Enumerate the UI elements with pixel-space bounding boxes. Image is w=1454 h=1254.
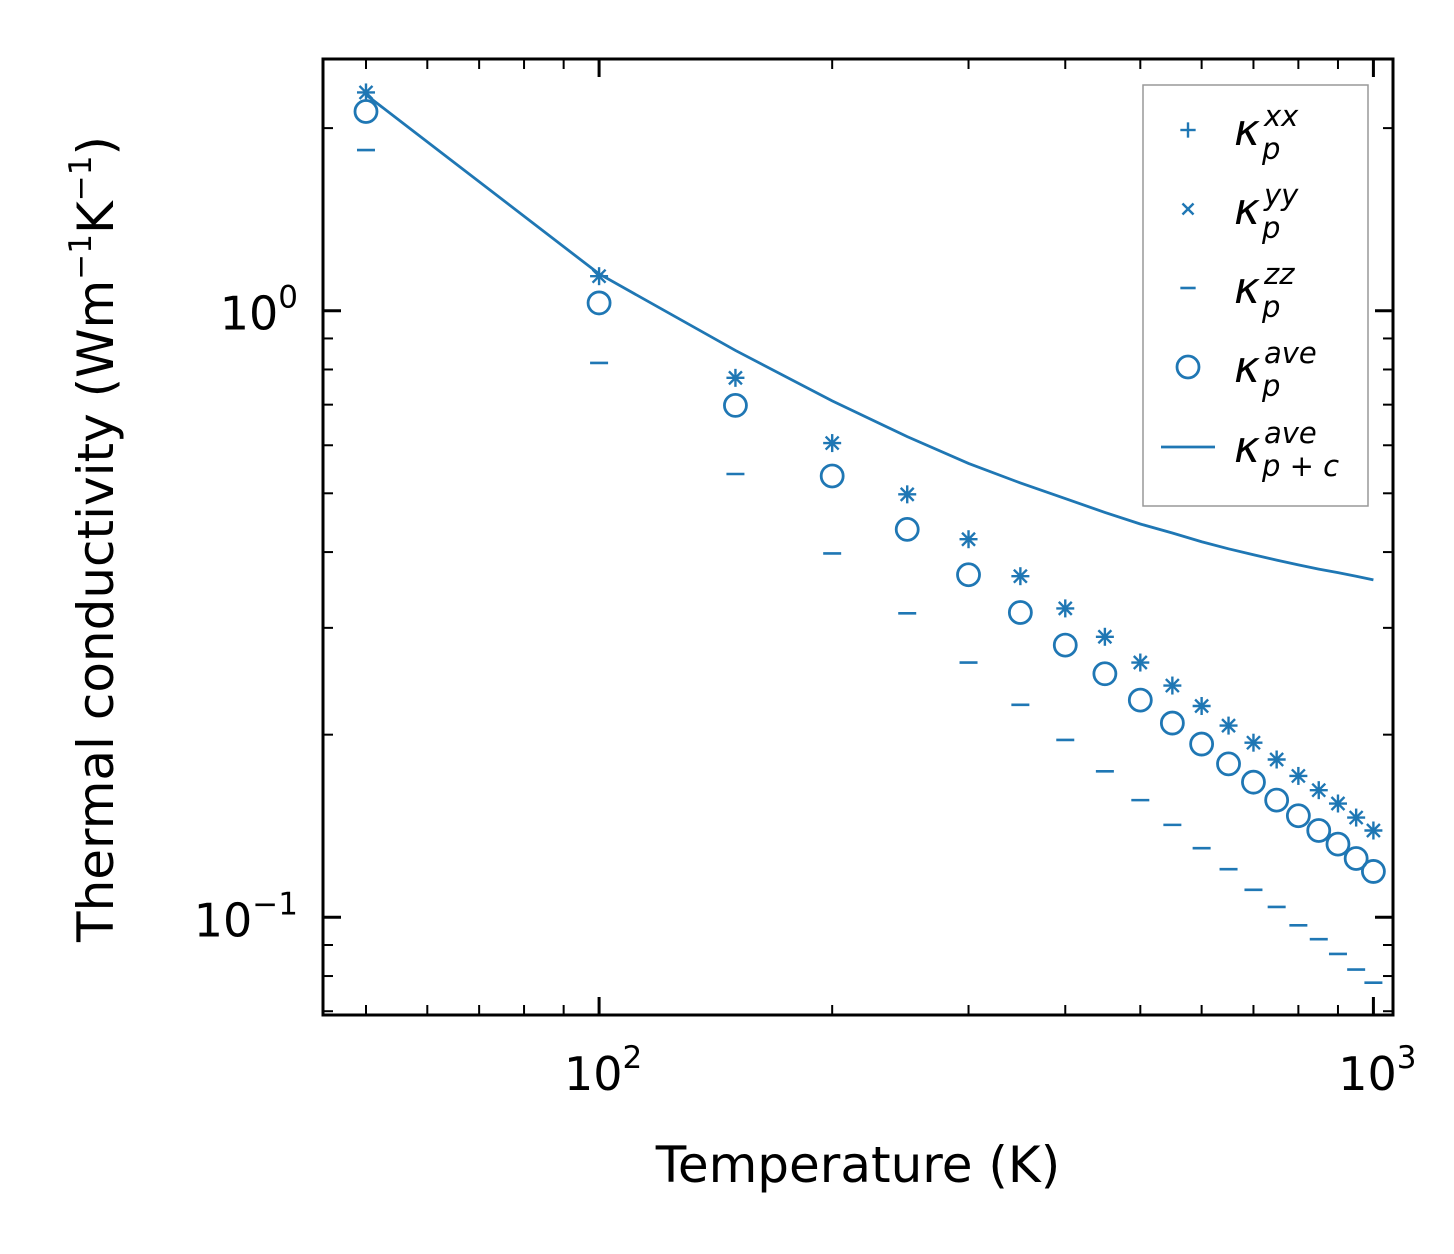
x-stroke-b bbox=[1330, 796, 1346, 811]
legend-marker-circle bbox=[1175, 354, 1201, 380]
data-point-x bbox=[1097, 629, 1113, 645]
data-point-circle bbox=[1285, 803, 1311, 829]
x-stroke-b bbox=[1246, 735, 1261, 751]
x-stroke-b bbox=[1291, 768, 1306, 784]
data-point-x bbox=[1165, 678, 1180, 693]
data-point-circle bbox=[1343, 846, 1369, 871]
data-point-x bbox=[1348, 810, 1364, 825]
data-point-x bbox=[1221, 718, 1236, 733]
data-point-x bbox=[1246, 735, 1261, 751]
x-stroke-b bbox=[1221, 718, 1236, 733]
legend-entry: κ yyp bbox=[1181, 178, 1299, 245]
x-stroke-b bbox=[1057, 601, 1073, 616]
data-point-circle bbox=[1325, 831, 1351, 857]
x-tick-label: 102 bbox=[564, 1040, 642, 1101]
x-stroke-b bbox=[1366, 823, 1381, 838]
data-point-circle bbox=[1007, 600, 1033, 625]
legend-label-sup: ave bbox=[1264, 336, 1317, 370]
data-point-circle bbox=[1361, 859, 1386, 884]
legend-label-sub: p bbox=[1261, 369, 1280, 403]
x-stroke-b bbox=[1269, 752, 1285, 767]
data-point-x bbox=[1269, 752, 1285, 767]
x-stroke-b bbox=[1165, 678, 1180, 693]
data-point-circle bbox=[819, 463, 845, 489]
data-point-circle bbox=[1127, 687, 1153, 713]
x-stroke-b bbox=[1348, 810, 1364, 825]
series-line bbox=[365, 93, 1374, 582]
x-stroke-b bbox=[728, 370, 743, 386]
x-stroke-b bbox=[358, 85, 374, 100]
x-stroke-b bbox=[1181, 202, 1195, 216]
data-point-x bbox=[1366, 823, 1381, 838]
legend-box bbox=[1142, 84, 1369, 507]
axes-layer: 102 103 100 10−1 bbox=[194, 59, 1417, 1101]
legend-label-sub: p bbox=[1261, 290, 1280, 324]
x-stroke-b bbox=[1311, 782, 1327, 798]
data-point-x bbox=[728, 370, 743, 386]
data-point-x bbox=[1013, 568, 1028, 584]
data-point-circle bbox=[956, 562, 981, 588]
data-point-circle bbox=[1216, 751, 1241, 777]
y-tick-label: 10−1 bbox=[194, 886, 298, 947]
legend-label-sub: p bbox=[1261, 211, 1280, 245]
y-axis-label: Thermal conductivity (Wm−1K−1) bbox=[63, 136, 125, 943]
series-line bbox=[365, 93, 1374, 582]
data-point-x bbox=[899, 486, 915, 502]
data-point-circle bbox=[894, 516, 920, 542]
legend-label-sup: yy bbox=[1263, 178, 1299, 212]
data-point-circle bbox=[1306, 818, 1332, 843]
data-point-circle bbox=[1092, 661, 1118, 687]
x-stroke-b bbox=[1194, 698, 1209, 714]
x-stroke-b bbox=[591, 268, 607, 284]
series-hline bbox=[356, 148, 1383, 985]
series-circle bbox=[353, 99, 1386, 884]
x-stroke-b bbox=[1013, 568, 1028, 584]
legend-label-sup: zz bbox=[1263, 257, 1295, 291]
data-point-circle bbox=[1189, 731, 1215, 757]
data-point-circle bbox=[1241, 769, 1266, 795]
legend-label-sub: p + c bbox=[1261, 449, 1339, 483]
plot-frame bbox=[321, 57, 1395, 1017]
legend-label-kappa: κ bbox=[1234, 422, 1260, 473]
data-point-circle bbox=[353, 99, 379, 124]
legend-label-kappa: κ bbox=[1234, 263, 1260, 314]
data-point-circle bbox=[586, 290, 612, 316]
legend-entry: κ zzp bbox=[1180, 257, 1295, 324]
data-point-x bbox=[1330, 796, 1346, 811]
data-point-x bbox=[1132, 655, 1148, 670]
legend-label-kappa: κ bbox=[1234, 184, 1260, 235]
legend-label-kappa: κ bbox=[1234, 342, 1260, 393]
data-point-circle bbox=[1159, 710, 1185, 736]
legend-marker-plus bbox=[1180, 122, 1196, 138]
legend-label-sub: p bbox=[1261, 132, 1280, 166]
data-point-circle bbox=[1264, 787, 1290, 813]
data-point-x bbox=[961, 531, 976, 547]
x-stroke-b bbox=[1097, 629, 1113, 645]
data-point-circle bbox=[1052, 632, 1078, 658]
data-point-x bbox=[824, 435, 840, 451]
x-stroke-b bbox=[961, 531, 976, 547]
legend-entry: κ xxp bbox=[1180, 99, 1299, 166]
legend-label-sup: xx bbox=[1263, 99, 1299, 133]
y-tick-label: 100 bbox=[220, 280, 298, 341]
legend-label-sup: ave bbox=[1264, 416, 1317, 450]
data-point-x bbox=[1291, 768, 1306, 784]
data-point-x bbox=[1194, 698, 1209, 714]
x-stroke-b bbox=[1132, 655, 1148, 670]
x-stroke-b bbox=[824, 435, 840, 451]
data-point-circle bbox=[723, 393, 748, 418]
x-axis-label: Temperature (K) bbox=[655, 1136, 1060, 1194]
x-stroke-b bbox=[899, 486, 915, 502]
data-layer bbox=[353, 83, 1386, 985]
legend-label-kappa: κ bbox=[1234, 105, 1260, 156]
x-tick-label: 103 bbox=[1338, 1040, 1416, 1101]
data-point-x bbox=[1057, 601, 1073, 616]
data-point-x bbox=[1311, 782, 1327, 798]
legend-marker-x bbox=[1181, 202, 1195, 216]
